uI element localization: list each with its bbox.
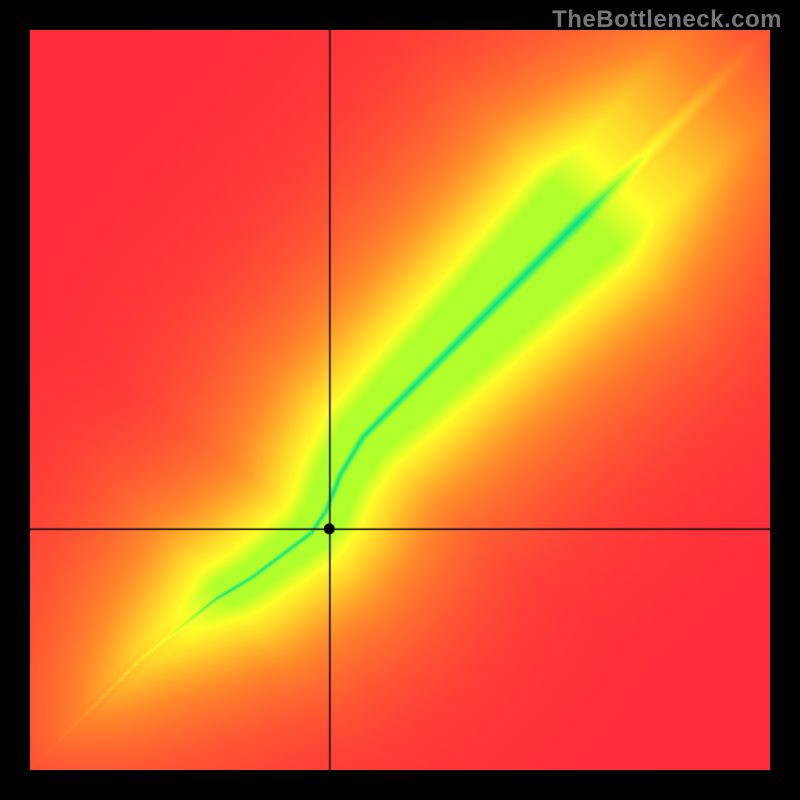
bottleneck-heatmap [30,30,770,770]
chart-frame: TheBottleneck.com [0,0,800,800]
attribution-text: TheBottleneck.com [552,6,782,34]
